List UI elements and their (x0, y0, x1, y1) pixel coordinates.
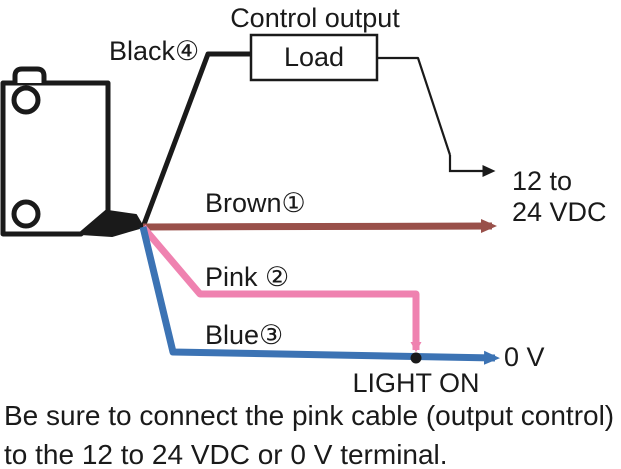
svg-text:Load: Load (284, 42, 344, 72)
svg-text:Black④: Black④ (109, 36, 199, 66)
svg-text:Pink ②: Pink ② (205, 262, 289, 292)
svg-text:Be sure to connect the pink ca: Be sure to connect the pink cable (outpu… (4, 400, 614, 431)
svg-text:0 V: 0 V (504, 342, 545, 372)
svg-text:24 VDC: 24 VDC (512, 197, 607, 227)
svg-text:12 to: 12 to (512, 166, 572, 196)
svg-text:LIGHT ON: LIGHT ON (352, 368, 479, 398)
svg-text:to the 12 to 24 VDC or 0 V ter: to the 12 to 24 VDC or 0 V terminal. (4, 439, 448, 469)
svg-text:Blue③: Blue③ (205, 320, 283, 350)
svg-text:Brown①: Brown① (205, 188, 306, 218)
svg-text:Control output: Control output (230, 3, 400, 33)
